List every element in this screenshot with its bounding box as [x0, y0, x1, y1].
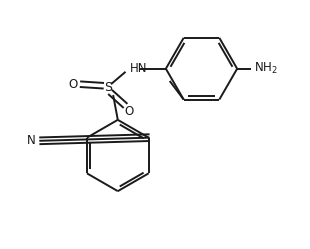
Text: S: S — [104, 81, 113, 94]
Text: HN: HN — [130, 62, 148, 75]
Text: NH$_2$: NH$_2$ — [254, 61, 278, 76]
Text: O: O — [68, 78, 78, 91]
Text: O: O — [124, 105, 133, 118]
Text: N: N — [27, 134, 36, 147]
